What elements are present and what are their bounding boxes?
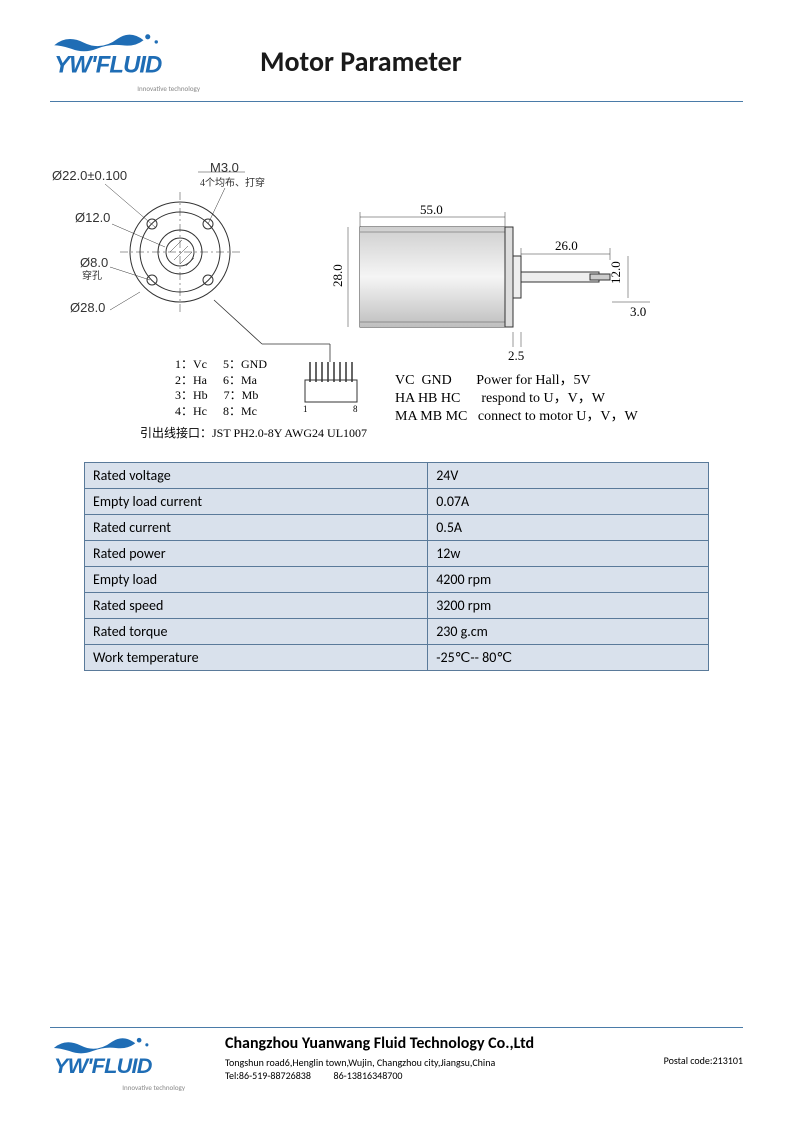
spec-value: 0.5A — [428, 515, 709, 541]
dim-d22: Ø22.0±0.100 — [52, 168, 127, 183]
logo: YW'FLUID Innovative technology — [50, 30, 220, 93]
spec-label: Empty load current — [85, 489, 428, 515]
svg-text:26.0: 26.0 — [555, 238, 578, 253]
table-row: Rated power12w — [85, 541, 709, 567]
footer-tagline: Innovative technology — [50, 1083, 205, 1092]
spec-table: Rated voltage24VEmpty load current0.07AR… — [84, 462, 709, 671]
dim-d8: Ø8.0 — [80, 255, 108, 270]
table-row: Empty load4200 rpm — [85, 567, 709, 593]
spec-label: Rated torque — [85, 619, 428, 645]
svg-text:YW'FLUID: YW'FLUID — [54, 1052, 153, 1077]
footer: YW'FLUID Innovative technology Changzhou… — [50, 1027, 743, 1093]
table-row: Work temperature-25℃-- 80℃ — [85, 645, 709, 671]
postal-code: Postal code:213101 — [664, 1054, 743, 1067]
connector-note: 引出线接口：JST PH2.0-8Y AWG24 UL1007 — [140, 424, 367, 441]
table-row: Rated current0.5A — [85, 515, 709, 541]
signal-description: VC GND Power for Hall，5V HA HB HC respon… — [395, 372, 638, 427]
spec-value: 230 g.cm — [428, 619, 709, 645]
table-row: Empty load current0.07A — [85, 489, 709, 515]
svg-text:28.0: 28.0 — [330, 264, 345, 287]
spec-value: 12w — [428, 541, 709, 567]
company-name: Changzhou Yuanwang Fluid Technology Co.,… — [225, 1034, 743, 1055]
svg-text:8: 8 — [353, 404, 358, 414]
table-row: Rated speed3200 rpm — [85, 593, 709, 619]
svg-text:YW'FLUID: YW'FLUID — [54, 52, 162, 79]
svg-text:2.5: 2.5 — [508, 348, 524, 363]
footer-logo: YW'FLUID Innovative technology — [50, 1034, 205, 1093]
svg-text:穿孔: 穿孔 — [82, 269, 102, 282]
spec-label: Work temperature — [85, 645, 428, 671]
spec-value: 3200 rpm — [428, 593, 709, 619]
technical-diagram: Ø22.0±0.100 Ø12.0 Ø8.0 穿孔 Ø28.0 M3.0 4个均… — [50, 132, 743, 462]
spec-label: Rated power — [85, 541, 428, 567]
spec-label: Rated speed — [85, 593, 428, 619]
svg-text:55.0: 55.0 — [420, 202, 443, 217]
spec-value: 4200 rpm — [428, 567, 709, 593]
svg-text:12.0: 12.0 — [608, 261, 623, 284]
table-row: Rated torque230 g.cm — [85, 619, 709, 645]
spec-label: Empty load — [85, 567, 428, 593]
spec-value: 0.07A — [428, 489, 709, 515]
tel: Tel:86-519-88726838 86-13816348700 — [225, 1069, 743, 1082]
tagline: Innovative technology — [50, 84, 220, 93]
spec-value: 24V — [428, 463, 709, 489]
dim-m3: M3.0 — [210, 160, 239, 175]
svg-text:4个均布、打穿: 4个均布、打穿 — [200, 176, 265, 189]
spec-label: Rated current — [85, 515, 428, 541]
dim-d28: Ø28.0 — [70, 300, 105, 315]
spec-label: Rated voltage — [85, 463, 428, 489]
header: YW'FLUID Innovative technology Motor Par… — [50, 30, 743, 102]
table-row: Rated voltage24V — [85, 463, 709, 489]
svg-text:3.0: 3.0 — [630, 304, 646, 319]
dim-d12: Ø12.0 — [75, 210, 110, 225]
spec-value: -25℃-- 80℃ — [428, 645, 709, 671]
pin-list: 1：Vc5：GND 2：Ha6：Ma 3：Hb7：Mb 4：Hc8：Mc — [175, 357, 267, 419]
page-title: Motor Parameter — [260, 44, 462, 79]
svg-text:1: 1 — [303, 404, 308, 414]
